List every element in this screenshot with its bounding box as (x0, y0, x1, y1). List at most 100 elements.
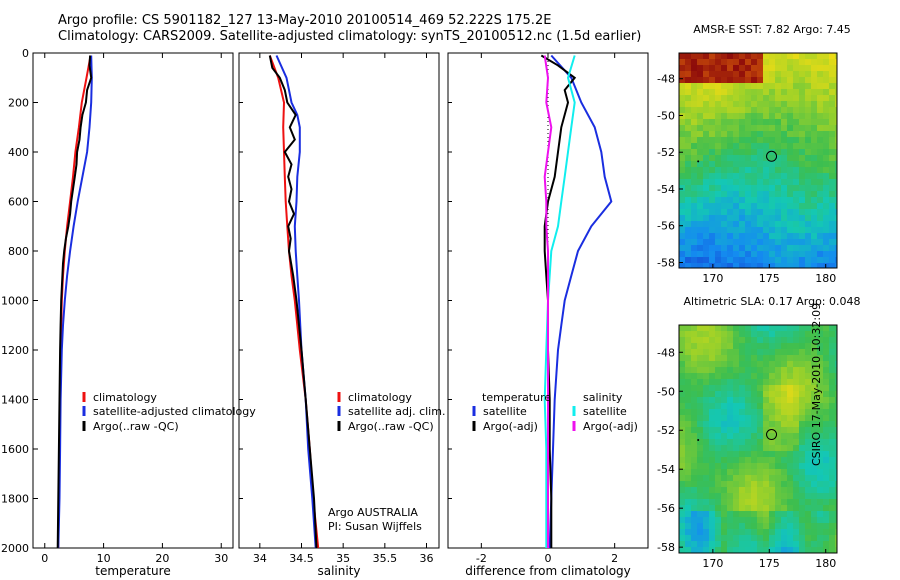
map-cell (709, 463, 715, 469)
map-cell (685, 385, 691, 391)
map-cell (823, 391, 829, 397)
map-cell (691, 89, 697, 95)
map-cell (679, 499, 685, 505)
map-cell (775, 421, 781, 427)
map-cell (685, 451, 691, 457)
map-cell (721, 209, 727, 215)
map-cell (715, 107, 721, 113)
map-cell (685, 95, 691, 101)
map-cell (691, 263, 697, 268)
map-cell (733, 131, 739, 137)
map-cell (739, 179, 745, 185)
map-cell (769, 227, 775, 233)
map-cell (787, 167, 793, 173)
map-cell (703, 263, 709, 268)
map-cell (727, 325, 733, 331)
map-cell (793, 361, 799, 367)
map-cell (757, 161, 763, 167)
map-cell (703, 403, 709, 409)
map-cell (793, 53, 799, 59)
map-cell (733, 143, 739, 149)
map-cell (739, 499, 745, 505)
map-cell (733, 463, 739, 469)
map-cell (745, 95, 751, 101)
map-cell (793, 203, 799, 209)
map-cell (757, 119, 763, 125)
map-cell (715, 541, 721, 547)
map-cell (817, 487, 823, 493)
map-cell (811, 239, 817, 245)
map-cell (733, 325, 739, 331)
map-cell (799, 427, 805, 433)
map-cell (685, 403, 691, 409)
map-cell (703, 487, 709, 493)
x-tick-label: 30 (214, 552, 228, 565)
map-cell (811, 95, 817, 101)
map-cell (727, 385, 733, 391)
map-cell (787, 385, 793, 391)
map-cell (763, 331, 769, 337)
map-cell (829, 233, 835, 239)
map-cell (763, 481, 769, 487)
map-cell (721, 337, 727, 343)
map-cell (757, 59, 763, 65)
map-cell (745, 427, 751, 433)
map-cell (823, 233, 829, 239)
map-cell (751, 409, 757, 415)
map-cell (709, 119, 715, 125)
map-cell (805, 149, 811, 155)
map-cell (691, 343, 697, 349)
map-cell (835, 257, 837, 263)
map-cell (703, 191, 709, 197)
map-cell (805, 179, 811, 185)
map-cell (697, 511, 703, 517)
map-cell (685, 155, 691, 161)
map-cell (805, 361, 811, 367)
map-y-tick-label: -48 (657, 73, 675, 86)
map-cell (721, 421, 727, 427)
map-cell (691, 463, 697, 469)
map-cell (709, 263, 715, 268)
map-cell (769, 251, 775, 257)
map-cell (835, 227, 837, 233)
map-cell (679, 529, 685, 535)
map-cell (757, 361, 763, 367)
map-cell (787, 209, 793, 215)
map-cell (763, 427, 769, 433)
map-cell (739, 59, 745, 65)
map-cell (805, 131, 811, 137)
map-cell (733, 481, 739, 487)
map-y-tick-label: -58 (657, 541, 675, 554)
map-cell (703, 355, 709, 361)
map-cell (739, 475, 745, 481)
map-cell (769, 421, 775, 427)
map-cell (709, 409, 715, 415)
map-cell (835, 463, 837, 469)
map-cell (823, 427, 829, 433)
map-cell (835, 149, 837, 155)
map-x-tick-label: 180 (815, 557, 836, 570)
map-cell (697, 77, 703, 83)
map-cell (805, 487, 811, 493)
map-cell (727, 221, 733, 227)
map-cell (757, 343, 763, 349)
map-cell (775, 83, 781, 89)
map-y-tick-label: -54 (657, 463, 675, 476)
map-cell (829, 161, 835, 167)
map-cell (805, 421, 811, 427)
map-cell (763, 487, 769, 493)
map-cell (757, 451, 763, 457)
map-cell (751, 179, 757, 185)
map-cell (811, 155, 817, 161)
map-cell (769, 391, 775, 397)
map-cell (685, 59, 691, 65)
map-cell (721, 535, 727, 541)
map-cell (811, 361, 817, 367)
map-cell (697, 373, 703, 379)
map-cell (685, 331, 691, 337)
map-cell (793, 481, 799, 487)
map-cell (727, 113, 733, 119)
map-cell (781, 137, 787, 143)
map-cell (775, 469, 781, 475)
map-cell (793, 257, 799, 263)
